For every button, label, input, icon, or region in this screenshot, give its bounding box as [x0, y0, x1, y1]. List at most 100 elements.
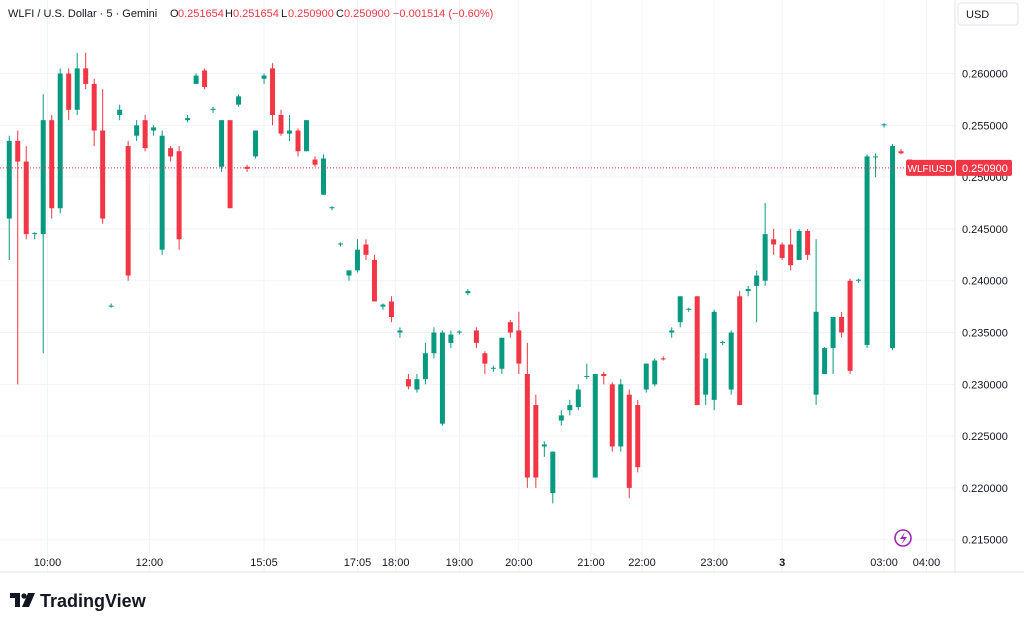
candle-body [185, 118, 191, 121]
candle-body [779, 244, 785, 258]
candle-body [711, 311, 717, 400]
candle-body [720, 341, 726, 343]
c-value: 0.250900 [344, 8, 390, 20]
y-tick-label: 0.255000 [962, 120, 1008, 132]
lightning-icon[interactable] [894, 529, 912, 547]
candle-body [23, 161, 29, 235]
candle-body [558, 415, 564, 421]
candle-body [847, 280, 853, 371]
logo-text: TradingView [40, 591, 147, 611]
candle-body [490, 367, 496, 369]
x-tick-label: 18:00 [382, 557, 410, 569]
candle-body [210, 108, 216, 110]
currency[interactable]: USD [966, 9, 989, 21]
candle-body [278, 114, 284, 134]
x-tick-label: 17:05 [344, 557, 372, 569]
change: −0.001514 (−0.60%) [393, 8, 493, 20]
candle-body [295, 130, 301, 152]
candle-body [584, 376, 590, 378]
x-tick-label: 10:00 [34, 557, 62, 569]
candle-body [737, 296, 743, 406]
candle-body [346, 270, 352, 276]
logo-icon [10, 593, 35, 607]
candle-body [575, 389, 581, 408]
candle-body [40, 120, 46, 235]
candle-body [839, 316, 845, 333]
candle-body [32, 233, 38, 235]
candle-body [890, 146, 896, 349]
candle-body [227, 120, 233, 209]
candle-body [524, 373, 530, 478]
candle-body [261, 75, 267, 79]
candle-body [151, 127, 157, 131]
x-tick-label: 19:00 [446, 557, 474, 569]
grid [0, 0, 955, 572]
lightning-bolt [900, 532, 907, 545]
candle-body [533, 405, 539, 478]
candle-body [253, 130, 259, 157]
candle-body [796, 231, 802, 261]
candle-body [388, 301, 394, 317]
currency-box[interactable] [957, 2, 1019, 26]
c-label: C [336, 8, 344, 20]
candle-body [754, 275, 760, 286]
y-tick-label: 0.240000 [962, 276, 1008, 288]
candle-body [329, 207, 335, 209]
y-tick-label: 0.235000 [962, 328, 1008, 340]
candle-body [550, 451, 556, 494]
price-tag [956, 159, 1012, 176]
candle-body [771, 239, 777, 245]
y-tick-label: 0.225000 [962, 431, 1008, 443]
candle-body [456, 331, 462, 333]
candle-body [380, 304, 386, 307]
candle-body [168, 148, 174, 157]
candle-body [108, 305, 114, 307]
x-tick-label: 03:00 [870, 557, 898, 569]
candle-body [397, 330, 403, 333]
symbol-tag [906, 159, 955, 176]
candle-body [371, 260, 377, 302]
candle-body [677, 296, 683, 323]
candle-body [304, 120, 310, 152]
candle-body [635, 405, 641, 468]
x-tick-label: 12:00 [136, 557, 164, 569]
candle-body [439, 332, 445, 424]
candle-body [219, 120, 225, 167]
y-tick-label: 0.245000 [962, 224, 1008, 236]
candle-body [176, 151, 182, 240]
l-label: L [281, 8, 287, 20]
candle-body [74, 68, 80, 110]
candle-body [516, 330, 522, 364]
candle-body [805, 231, 811, 255]
candle-body [601, 373, 607, 377]
candle-body [499, 337, 505, 369]
candle-body [473, 330, 479, 343]
candle-body [609, 384, 615, 447]
candle-body [363, 244, 369, 255]
candle-body [312, 159, 318, 165]
candle-body [703, 358, 709, 395]
candle-body [134, 125, 140, 136]
candle-body [448, 334, 454, 343]
candle-body [236, 96, 242, 105]
candle-body [6, 140, 12, 219]
x-tick-label: 20:00 [505, 557, 533, 569]
price-tag-label: 0.250900 [962, 163, 1008, 175]
o-label: O [170, 8, 179, 20]
candle-body [57, 73, 63, 209]
candle-body [142, 120, 148, 149]
candles [6, 52, 913, 504]
y-tick-label: 0.230000 [962, 379, 1008, 391]
candle-body [66, 73, 72, 110]
o-value: 0.251654 [178, 8, 224, 20]
candle-body [898, 151, 904, 154]
candle-body [287, 130, 293, 134]
candle-body [660, 358, 666, 360]
candle-body [652, 360, 658, 385]
candle-body [15, 140, 21, 162]
l-value: 0.250900 [288, 8, 334, 20]
candle-body [482, 353, 488, 364]
h-value: 0.251654 [233, 8, 279, 20]
